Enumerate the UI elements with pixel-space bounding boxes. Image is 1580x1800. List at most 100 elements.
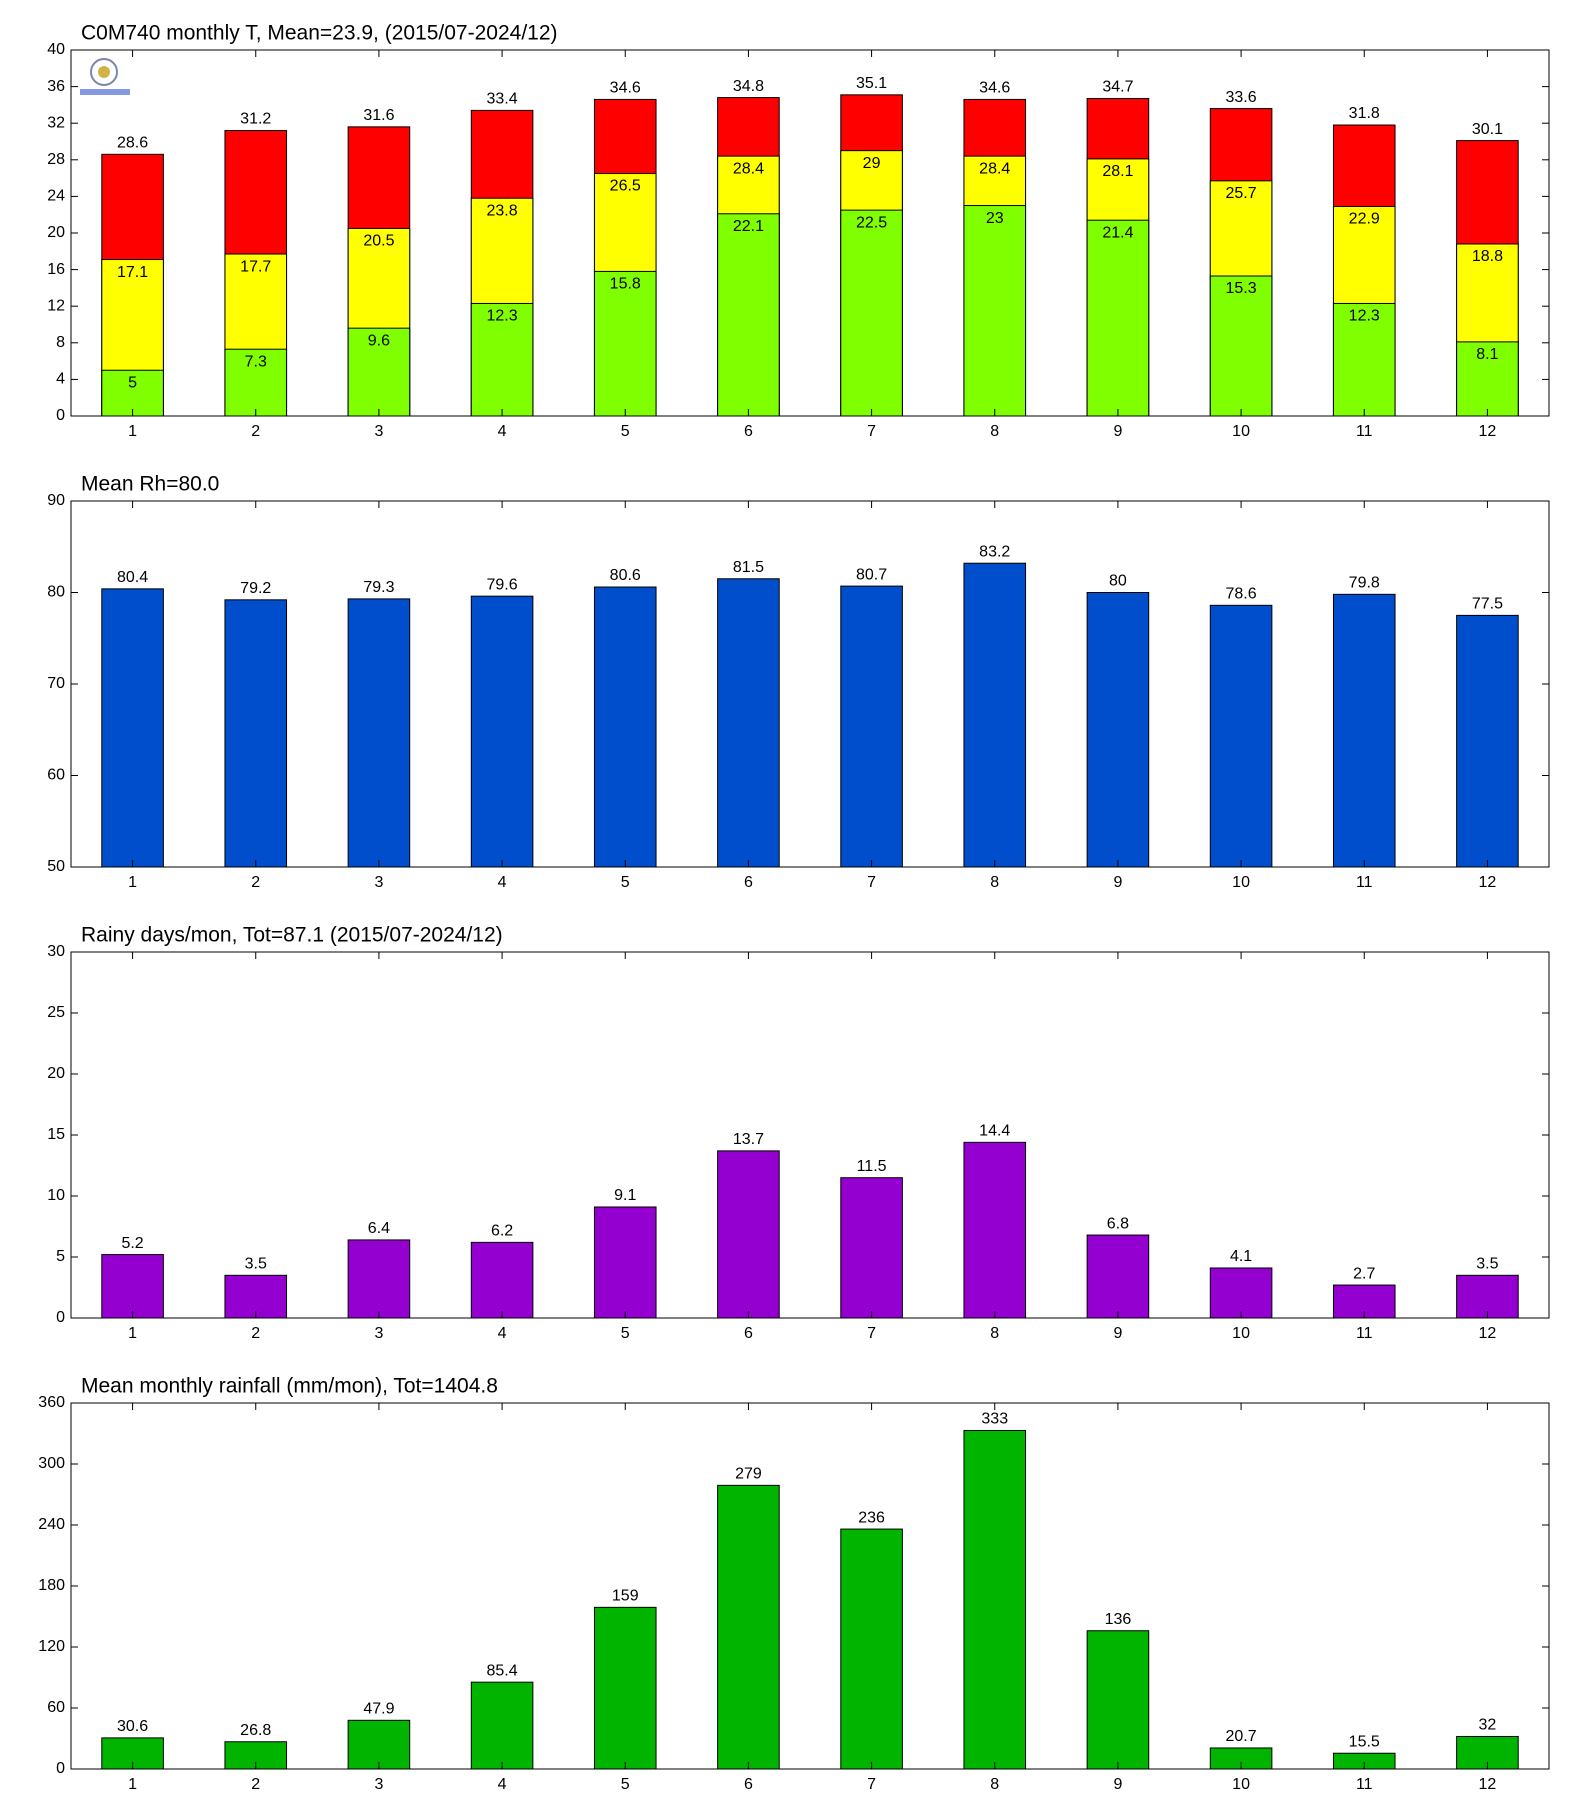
y-tick-label: 15 [47, 1126, 65, 1143]
value-label: 33.4 [487, 91, 518, 108]
x-tick-label: 9 [1113, 1325, 1122, 1342]
x-tick-label: 11 [1356, 1776, 1373, 1793]
value-label: 32 [1479, 1717, 1497, 1734]
bar [593, 1206, 657, 1319]
x-tick-label: 5 [621, 423, 630, 440]
bar [347, 1239, 411, 1319]
bar [1209, 604, 1273, 868]
x-tick-label: 4 [498, 874, 507, 891]
bar [717, 1150, 780, 1319]
x-tick-label: 2 [251, 1325, 260, 1342]
value-label: 3.5 [245, 1256, 267, 1273]
y-tick-label: 28 [47, 151, 65, 168]
x-tick-label: 12 [1479, 423, 1497, 440]
value-label: 6.2 [491, 1223, 513, 1240]
x-tick-label: 1 [128, 1325, 137, 1342]
chart-title: Mean Rh=80.0 [81, 473, 219, 496]
value-label: 80.7 [856, 566, 887, 583]
value-label: 23.8 [487, 202, 518, 219]
x-tick-label: 9 [1113, 874, 1122, 891]
x-tick-label: 2 [251, 874, 260, 891]
y-tick-label: 8 [56, 334, 65, 351]
value-label: 17.1 [117, 264, 148, 281]
y-tick-label: 32 [47, 114, 65, 131]
bar [347, 1719, 411, 1770]
y-tick-label: 5 [56, 1248, 65, 1265]
bar [1456, 341, 1519, 417]
y-tick-label: 4 [56, 371, 65, 388]
y-tick-label: 180 [38, 1577, 65, 1594]
bar [593, 270, 657, 417]
y-tick-label: 30 [47, 943, 65, 960]
value-label: 30.6 [117, 1718, 148, 1735]
y-tick-label: 80 [47, 584, 65, 601]
value-label: 81.5 [733, 559, 764, 576]
x-tick-label: 8 [990, 1325, 999, 1342]
x-tick-label: 2 [251, 1776, 260, 1793]
value-label: 20.5 [363, 233, 394, 250]
x-tick-label: 9 [1113, 423, 1122, 440]
x-tick-label: 6 [744, 1325, 753, 1342]
chart-title: C0M740 monthly T, Mean=23.9, (2015/07-20… [81, 22, 558, 45]
value-label: 3.5 [1476, 1256, 1498, 1273]
y-tick-label: 0 [56, 1309, 65, 1326]
value-label: 136 [1105, 1611, 1132, 1628]
value-label: 9.1 [614, 1187, 636, 1204]
x-tick-label: 7 [867, 423, 876, 440]
x-tick-label: 10 [1232, 1325, 1250, 1342]
value-label: 23 [986, 210, 1004, 227]
y-tick-label: 60 [47, 767, 65, 784]
value-label: 83.2 [979, 543, 1010, 560]
value-label: 34.6 [979, 80, 1010, 97]
value-label: 78.6 [1226, 586, 1257, 603]
x-tick-label: 1 [128, 423, 137, 440]
x-tick-label: 2 [251, 423, 260, 440]
bar [840, 1528, 903, 1770]
value-label: 79.6 [487, 576, 518, 593]
value-label: 15.3 [1226, 280, 1257, 297]
bar [224, 599, 288, 868]
bar [347, 598, 411, 868]
axes-box [70, 49, 1550, 417]
bar [717, 578, 780, 868]
bar [593, 586, 657, 868]
x-tick-label: 5 [621, 874, 630, 891]
y-tick-label: 20 [47, 224, 65, 241]
y-tick-label: 10 [47, 1187, 65, 1204]
x-tick-label: 6 [744, 1776, 753, 1793]
x-tick-label: 9 [1113, 1776, 1122, 1793]
chart-title: Rainy days/mon, Tot=87.1 (2015/07-2024/1… [81, 924, 503, 947]
bar [1456, 1274, 1519, 1319]
bar [840, 209, 903, 417]
value-label: 31.8 [1349, 105, 1380, 122]
value-label: 5.2 [121, 1235, 143, 1252]
value-label: 34.8 [733, 78, 764, 95]
value-label: 26.8 [240, 1722, 271, 1739]
bar [470, 595, 534, 868]
x-tick-label: 8 [990, 423, 999, 440]
value-label: 11.5 [857, 1158, 887, 1175]
y-tick-label: 90 [47, 492, 65, 509]
value-label: 79.8 [1349, 575, 1380, 592]
value-label: 33.6 [1226, 89, 1257, 106]
bar [1086, 219, 1150, 417]
y-tick-label: 50 [47, 858, 65, 875]
bar [840, 1177, 903, 1319]
y-tick-label: 12 [47, 297, 65, 314]
x-tick-label: 12 [1479, 874, 1497, 891]
y-tick-label: 0 [56, 1760, 65, 1777]
y-tick-label: 0 [56, 407, 65, 424]
y-tick-label: 24 [47, 188, 65, 205]
value-label: 159 [612, 1588, 639, 1605]
x-tick-label: 10 [1232, 423, 1250, 440]
bar [1209, 275, 1273, 417]
bar [224, 348, 288, 417]
bar [1086, 1630, 1150, 1770]
value-label: 14.4 [979, 1123, 1010, 1140]
value-label: 6.4 [368, 1220, 390, 1237]
axes-box [70, 951, 1550, 1319]
bar [1456, 614, 1519, 868]
x-tick-label: 10 [1232, 1776, 1250, 1793]
bar [470, 1241, 534, 1319]
